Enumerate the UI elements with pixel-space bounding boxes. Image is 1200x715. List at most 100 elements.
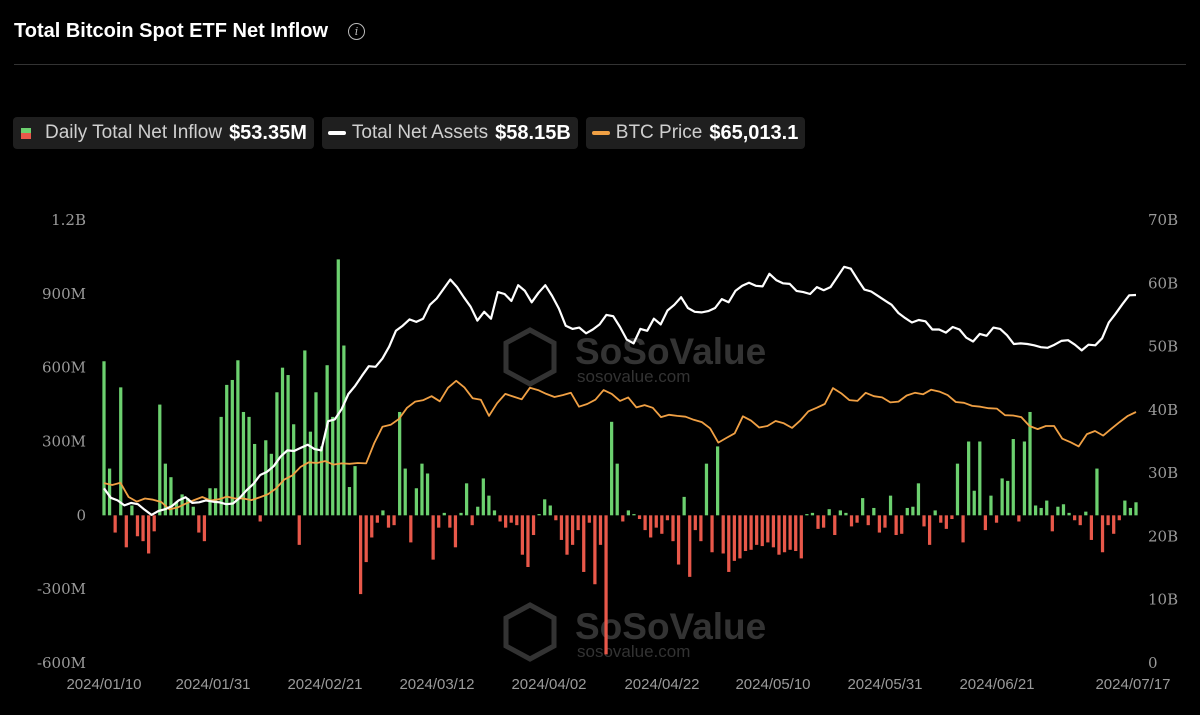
inflow-bar[interactable] <box>453 515 458 548</box>
inflow-bar[interactable] <box>353 466 357 516</box>
inflow-bar[interactable] <box>325 365 329 516</box>
inflow-bar[interactable] <box>755 515 759 545</box>
inflow-bar[interactable] <box>1100 515 1105 553</box>
legend-item-daily-net-inflow[interactable]: Daily Total Net Inflow $53.35M <box>13 117 314 149</box>
inflow-bar[interactable] <box>749 515 753 550</box>
inflow-bar[interactable] <box>319 446 324 516</box>
inflow-bar[interactable] <box>381 510 385 516</box>
inflow-bar[interactable] <box>470 515 474 526</box>
inflow-bar[interactable] <box>1078 515 1082 526</box>
inflow-bar[interactable] <box>414 488 419 516</box>
inflow-bar[interactable] <box>637 515 642 520</box>
inflow-bar[interactable] <box>582 515 586 572</box>
inflow-bar[interactable] <box>604 515 608 655</box>
inflow-bar[interactable] <box>570 515 575 545</box>
inflow-bar[interactable] <box>163 463 167 516</box>
inflow-bar[interactable] <box>654 515 658 528</box>
inflow-bar[interactable] <box>950 515 954 520</box>
inflow-bar[interactable] <box>821 515 826 528</box>
inflow-bar[interactable] <box>1000 478 1004 516</box>
inflow-bar[interactable] <box>375 515 379 523</box>
inflow-bar[interactable] <box>537 514 541 516</box>
inflow-bar[interactable] <box>219 416 223 516</box>
inflow-bar[interactable] <box>1117 515 1121 521</box>
inflow-bar[interactable] <box>459 512 463 516</box>
inflow-bar[interactable] <box>827 509 831 516</box>
inflow-bar[interactable] <box>358 515 363 595</box>
inflow-bar[interactable] <box>230 379 234 516</box>
inflow-bar[interactable] <box>565 515 569 555</box>
inflow-bar[interactable] <box>598 515 603 545</box>
inflow-bar[interactable] <box>1033 505 1038 516</box>
inflow-bar[interactable] <box>927 515 932 545</box>
inflow-bar[interactable] <box>838 510 842 516</box>
inflow-bar[interactable] <box>994 515 999 523</box>
inflow-bar[interactable] <box>331 416 335 516</box>
inflow-bar[interactable] <box>1106 515 1110 526</box>
inflow-bar[interactable] <box>476 506 480 516</box>
inflow-bar[interactable] <box>955 463 960 516</box>
inflow-bar[interactable] <box>933 510 937 516</box>
inflow-bar[interactable] <box>1039 507 1043 516</box>
inflow-bar[interactable] <box>643 515 647 531</box>
inflow-bar[interactable] <box>1134 502 1138 516</box>
inflow-bar[interactable] <box>805 514 809 516</box>
inflow-bar[interactable] <box>403 468 407 516</box>
inflow-bar[interactable] <box>716 446 720 516</box>
inflow-bar[interactable] <box>448 515 452 528</box>
inflow-bar[interactable] <box>147 515 151 554</box>
inflow-bar[interactable] <box>833 515 837 536</box>
inflow-bar[interactable] <box>269 453 273 516</box>
inflow-bar[interactable] <box>420 463 424 516</box>
inflow-bar[interactable] <box>989 495 993 516</box>
inflow-bar[interactable] <box>119 387 123 516</box>
inflow-bar[interactable] <box>158 404 162 516</box>
inflow-bar[interactable] <box>141 515 145 542</box>
inflow-bar[interactable] <box>877 515 882 533</box>
legend-item-btc-price[interactable]: BTC Price $65,013.1 <box>585 117 806 149</box>
inflow-bar[interactable] <box>732 515 736 561</box>
inflow-bar[interactable] <box>1067 512 1071 516</box>
inflow-bar[interactable] <box>883 515 887 528</box>
inflow-bar[interactable] <box>576 515 580 531</box>
inflow-bar[interactable] <box>1006 480 1010 516</box>
inflow-bar[interactable] <box>464 483 469 516</box>
inflow-bar[interactable] <box>1028 411 1032 516</box>
inflow-bar[interactable] <box>1084 511 1088 516</box>
inflow-bar[interactable] <box>760 515 764 547</box>
inflow-bar[interactable] <box>978 441 982 516</box>
inflow-bar[interactable] <box>905 507 909 516</box>
inflow-bar[interactable] <box>247 416 251 516</box>
inflow-bar[interactable] <box>593 515 597 585</box>
inflow-bar[interactable] <box>866 515 870 526</box>
inflow-bar[interactable] <box>280 367 285 516</box>
inflow-bar[interactable] <box>676 515 681 565</box>
inflow-bar[interactable] <box>135 515 140 537</box>
inflow-bar[interactable] <box>431 515 435 560</box>
inflow-bar[interactable] <box>983 515 988 531</box>
inflow-bar[interactable] <box>241 411 246 516</box>
inflow-bar[interactable] <box>509 515 513 523</box>
inflow-bar[interactable] <box>766 515 770 543</box>
btc-price-line[interactable] <box>103 379 1137 511</box>
inflow-bar[interactable] <box>615 463 619 516</box>
inflow-bar[interactable] <box>665 515 670 521</box>
inflow-bar[interactable] <box>626 510 630 516</box>
inflow-bar[interactable] <box>727 515 731 572</box>
inflow-bar[interactable] <box>1050 515 1054 532</box>
inflow-bar[interactable] <box>169 477 173 516</box>
inflow-bar[interactable] <box>799 515 803 559</box>
inflow-bar[interactable] <box>386 515 391 528</box>
inflow-bar[interactable] <box>688 515 692 577</box>
inflow-bar[interactable] <box>1017 515 1021 522</box>
inflow-bar[interactable] <box>632 514 636 516</box>
inflow-bar[interactable] <box>704 463 709 516</box>
inflow-bar[interactable] <box>398 411 402 516</box>
inflow-bar[interactable] <box>292 424 296 516</box>
total-net-assets-line[interactable] <box>103 265 1137 517</box>
inflow-bar[interactable] <box>409 515 413 543</box>
inflow-bar[interactable] <box>392 515 396 526</box>
inflow-bar[interactable] <box>543 499 547 516</box>
inflow-bar[interactable] <box>682 496 686 516</box>
inflow-bar[interactable] <box>710 515 714 553</box>
